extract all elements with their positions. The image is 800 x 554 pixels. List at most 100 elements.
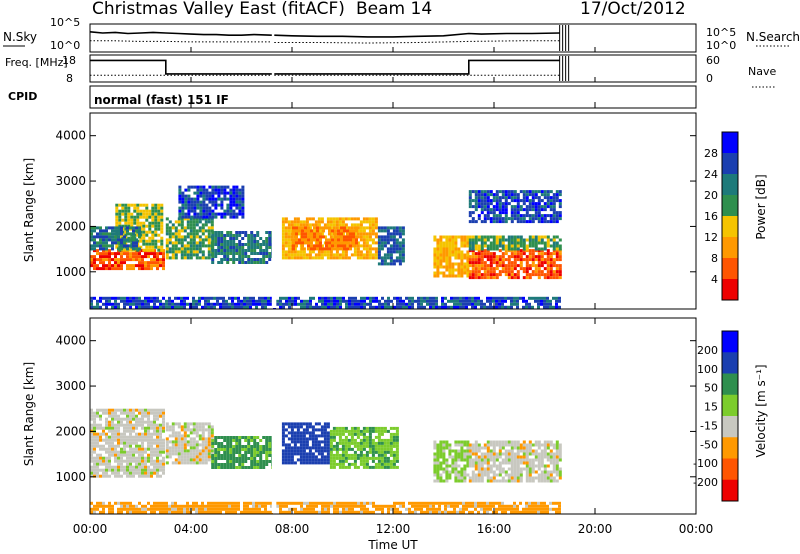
power-cell <box>299 253 303 257</box>
velocity-cell <box>281 437 285 441</box>
power-cell <box>510 220 514 224</box>
power-cell <box>174 244 178 248</box>
power-cell <box>439 235 443 239</box>
velocity-cell <box>210 452 214 456</box>
velocity-cell <box>546 443 550 447</box>
power-cell <box>120 238 123 242</box>
power-cell <box>229 206 233 210</box>
velocity-cell <box>335 426 339 430</box>
velocity-cell <box>141 411 144 415</box>
power-cell <box>276 302 279 306</box>
velocity-cell <box>250 439 254 442</box>
power-cell <box>123 238 126 242</box>
power-cell <box>483 267 487 271</box>
velocity-cell <box>489 458 493 462</box>
power-cell <box>154 206 158 210</box>
power-cell <box>220 231 224 234</box>
velocity-cell <box>93 432 96 436</box>
power-cell <box>183 226 187 230</box>
power-cell <box>154 215 158 219</box>
velocity-cell <box>117 462 120 466</box>
velocity-cell <box>144 411 147 415</box>
velocity-cell <box>144 447 147 451</box>
power-cell <box>480 190 484 194</box>
colorbar-swatch <box>722 258 738 280</box>
velocity-cell <box>356 444 360 448</box>
velocity-cell <box>238 457 242 460</box>
velocity-cell <box>238 439 242 442</box>
velocity-cell <box>308 425 312 429</box>
power-cell <box>513 238 517 242</box>
velocity-cell <box>180 461 184 465</box>
velocity-cell <box>102 510 105 514</box>
velocity-cell <box>335 441 339 445</box>
velocity-cell <box>311 431 315 435</box>
power-cell <box>165 223 169 227</box>
velocity-cell <box>126 501 129 505</box>
power-cell <box>519 220 523 224</box>
power-cell <box>160 212 164 216</box>
power-cell <box>307 244 310 248</box>
power-cell <box>501 296 504 300</box>
velocity-cell <box>141 417 144 421</box>
velocity-cell <box>111 447 114 451</box>
power-cell <box>145 209 149 213</box>
velocity-cell <box>498 443 502 447</box>
power-cell <box>507 305 510 309</box>
velocity-cell <box>108 450 111 454</box>
power-cell <box>114 296 117 300</box>
power-cell <box>276 299 279 303</box>
velocity-cell <box>165 455 169 459</box>
power-cell <box>498 305 501 309</box>
power-cell <box>198 220 202 224</box>
velocity-cell <box>183 428 187 432</box>
power-cell <box>356 235 360 239</box>
velocity-cell <box>305 446 309 450</box>
power-cell <box>102 261 105 265</box>
power-cell <box>445 274 449 278</box>
velocity-cell <box>156 501 159 505</box>
velocity-cell <box>338 438 342 442</box>
velocity-cell <box>117 453 120 457</box>
power-cell <box>313 244 316 248</box>
power-cell <box>198 256 202 260</box>
power-cell <box>281 220 285 224</box>
power-cell <box>534 202 538 206</box>
power-cell <box>460 250 464 254</box>
velocity-cell <box>114 456 117 460</box>
power-cell <box>195 256 199 260</box>
power-cell <box>510 247 514 251</box>
power-cell <box>357 305 360 309</box>
velocity-cell <box>117 414 120 418</box>
power-cell <box>537 276 541 280</box>
power-cell <box>157 203 161 207</box>
velocity-cell <box>99 468 102 472</box>
velocity-cell <box>510 452 514 456</box>
power-cell <box>330 305 333 309</box>
velocity-cell <box>198 455 202 459</box>
velocity-cell <box>159 453 162 457</box>
velocity-cell <box>528 446 532 450</box>
velocity-cell <box>210 437 214 441</box>
power-cell <box>223 194 227 198</box>
power-cell <box>411 299 414 303</box>
velocity-cell <box>395 465 399 469</box>
velocity-cell <box>368 432 372 436</box>
velocity-cell <box>138 501 141 505</box>
velocity-cell <box>471 479 475 483</box>
power-cell <box>398 256 402 260</box>
power-cell <box>387 296 390 300</box>
power-cell <box>204 217 208 221</box>
power-cell <box>232 240 236 243</box>
power-cell <box>507 264 511 268</box>
velocity-cell <box>183 446 187 450</box>
velocity-cell <box>439 443 443 447</box>
power-cell <box>223 188 227 192</box>
velocity-cell <box>507 443 511 447</box>
power-cell <box>540 264 544 268</box>
power-cell <box>159 305 162 309</box>
velocity-cell <box>126 426 129 430</box>
power-cell <box>317 220 321 224</box>
velocity-cell <box>141 459 144 463</box>
power-cell <box>401 256 405 260</box>
